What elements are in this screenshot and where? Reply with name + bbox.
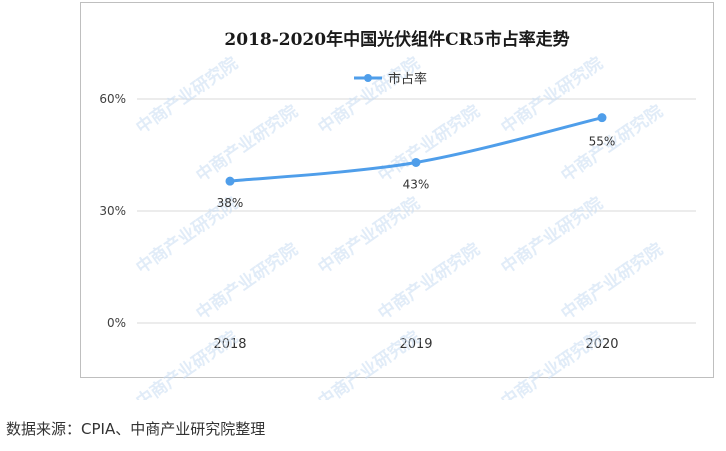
watermark-text: 中商产业研究院 — [192, 239, 302, 324]
legend[interactable]: 市占率 — [354, 71, 427, 87]
data-label: 38% — [217, 196, 244, 210]
chart-title: 2018-2020年中国光伏组件CR5市占率走势 — [224, 29, 569, 50]
data-point[interactable] — [411, 157, 421, 167]
chart-container — [80, 2, 714, 378]
legend-label: 市占率 — [388, 71, 427, 87]
watermark-text: 中商产业研究院 — [374, 239, 484, 324]
watermark-text: 中商产业研究院 — [497, 53, 607, 138]
watermark-text: 中商产业研究院 — [314, 193, 424, 278]
x-tick-label: 2020 — [585, 337, 618, 352]
line-chart: 0%30%60%2018 2019 2020 中商产业研究院 中商产业研究院 中商产业研… — [99, 29, 696, 400]
x-tick-label: 2018 — [213, 337, 246, 352]
x-tick-label: 2019 — [399, 337, 432, 352]
watermark-text: 中商产业研究院 — [374, 101, 484, 186]
data-label: 43% — [403, 177, 430, 191]
watermark-text: 中商产业研究院 — [497, 327, 607, 400]
watermark-text: 中商产业研究院 — [192, 101, 302, 186]
data-label: 55% — [589, 135, 616, 149]
watermark-text: 中商产业研究院 — [132, 53, 242, 138]
legend-dot-marker — [364, 74, 372, 82]
y-tick-label: 60% — [99, 92, 126, 106]
data-point[interactable] — [597, 113, 607, 123]
data-point[interactable] — [225, 176, 235, 186]
y-tick-label: 0% — [107, 316, 126, 330]
watermark-text: 中商产业研究院 — [132, 327, 242, 400]
source-note: 数据来源：CPIA、中商产业研究院整理 — [6, 420, 266, 438]
watermark-text: 中商产业研究院 — [314, 327, 424, 400]
watermark-text: 中商产业研究院 — [557, 239, 667, 324]
watermark-text: 中商产业研究院 — [497, 193, 607, 278]
y-tick-label: 30% — [99, 204, 126, 218]
watermark-text: 中商产业研究院 — [314, 53, 424, 138]
